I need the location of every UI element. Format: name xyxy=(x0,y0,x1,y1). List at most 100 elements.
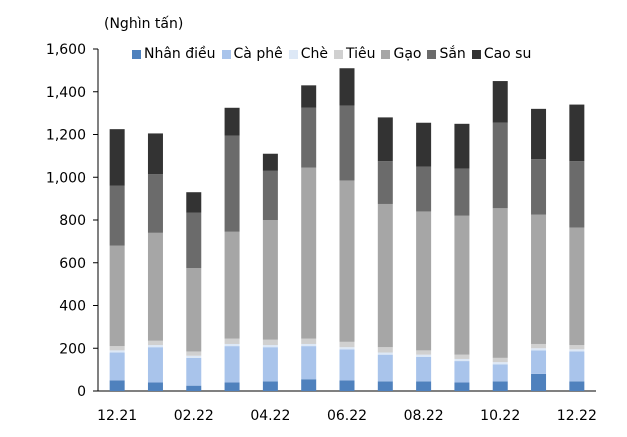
bar-segment xyxy=(569,104,585,162)
bar-segment xyxy=(492,357,508,363)
legend-swatch xyxy=(471,49,481,59)
legend-item: Chè xyxy=(288,46,328,62)
bar-segment xyxy=(147,232,163,341)
bar-segment xyxy=(147,347,163,383)
y-axis: 0 200 400 600 800 1,000 1,200 1,400 1,600 xyxy=(46,42,99,400)
y-tick-label: 1,400 xyxy=(46,85,86,101)
legend-item: Cao su xyxy=(471,46,531,62)
bar-segment xyxy=(416,350,432,355)
legend-item: Cà phê xyxy=(221,46,283,62)
bar-segment xyxy=(339,180,355,342)
bar-segment xyxy=(569,381,585,391)
y-tick-label: 1,200 xyxy=(46,128,86,144)
bar-segment xyxy=(186,268,202,352)
bar-segment xyxy=(339,68,355,106)
bar-segment xyxy=(492,362,508,365)
legend-swatch xyxy=(427,49,437,59)
bar-segment xyxy=(301,167,317,339)
bar-segment xyxy=(454,361,470,383)
bar-segment xyxy=(454,358,470,362)
bar-segment xyxy=(569,161,585,228)
bar-stack-12.22 xyxy=(569,104,585,391)
bar-stack-05.22 xyxy=(301,85,317,391)
bar-segment xyxy=(492,122,508,209)
bar-segment xyxy=(147,382,163,391)
bar-segment xyxy=(569,345,585,350)
bar-segment xyxy=(147,340,163,346)
bar-segment xyxy=(377,117,393,162)
bar-segment xyxy=(454,382,470,391)
bar-segment xyxy=(416,122,432,167)
x-tick-label: 06.22 xyxy=(327,408,367,424)
bar-segment xyxy=(531,348,547,351)
bar-stack-12.21 xyxy=(109,129,125,391)
legend-label: Cà phê xyxy=(233,46,283,62)
bar-segment xyxy=(454,215,470,355)
bar-segment xyxy=(262,153,278,171)
bar-segment xyxy=(186,192,202,213)
bar-segment xyxy=(531,159,547,215)
bar-segment xyxy=(109,352,125,381)
bar-segment xyxy=(377,347,393,353)
bar-segment xyxy=(224,135,240,232)
bar-segment xyxy=(569,227,585,346)
x-tick-label: 08.22 xyxy=(404,408,444,424)
bar-segment xyxy=(531,108,547,160)
bar-segment xyxy=(416,356,432,382)
bar-segment xyxy=(147,174,163,233)
bar-segment xyxy=(377,381,393,391)
bar-segment xyxy=(301,107,317,168)
bar-segment xyxy=(531,343,547,349)
bar-segment xyxy=(147,133,163,175)
legend-swatch xyxy=(333,49,343,59)
bar-segment xyxy=(377,354,393,382)
legend-label: Chè xyxy=(300,46,328,62)
bar-segment xyxy=(339,349,355,381)
bar-segment xyxy=(147,345,163,348)
legend: Nhân điều Cà phê Chè Tiêu Gạo Sắn Cao su xyxy=(132,46,537,62)
legend-item: Gạo xyxy=(381,46,421,62)
bar-segment xyxy=(109,380,125,391)
bar-stack-06.22 xyxy=(339,68,355,391)
legend-label: Sắn xyxy=(439,46,466,62)
y-tick-label: 200 xyxy=(59,341,86,357)
bar-segment xyxy=(301,346,317,380)
bar-segment xyxy=(262,381,278,391)
y-tick-label: 1,000 xyxy=(46,170,86,186)
bar-segment xyxy=(262,339,278,346)
bar-segment xyxy=(531,350,547,374)
y-tick-label: 0 xyxy=(77,384,86,400)
x-tick-label: 12.21 xyxy=(97,408,137,424)
bar-segment xyxy=(301,343,317,347)
unit-label: (Nghìn tấn) xyxy=(104,16,184,32)
bar-segment xyxy=(454,354,470,359)
y-tick-label: 1,600 xyxy=(46,42,86,58)
y-tick-label: 800 xyxy=(59,213,86,229)
bar-segment xyxy=(109,245,125,347)
bar-segment xyxy=(186,355,202,358)
bar-segment xyxy=(454,168,470,216)
bar-segment xyxy=(186,212,202,269)
bar-segment xyxy=(377,161,393,204)
x-tick-label: 02.22 xyxy=(174,408,214,424)
x-tick-label: 10.22 xyxy=(480,408,520,424)
bar-segment xyxy=(109,185,125,246)
bar-segment xyxy=(301,379,317,391)
x-tick-label: 12.22 xyxy=(557,408,597,424)
bar-stack-03.22 xyxy=(224,107,240,391)
bar-segment xyxy=(301,85,317,108)
bar-segment xyxy=(569,351,585,382)
bar-segment xyxy=(339,380,355,391)
bar-stack-01.22 xyxy=(147,133,163,391)
bar-segment xyxy=(224,338,240,344)
bar-segment xyxy=(301,338,317,344)
bar-stack-04.22 xyxy=(262,153,278,391)
bar-segment xyxy=(492,81,508,123)
bar-segment xyxy=(224,231,240,339)
legend-label: Gạo xyxy=(393,46,422,62)
legend-label: Tiêu xyxy=(345,46,376,62)
bar-segment xyxy=(416,166,432,212)
bar-segment xyxy=(109,350,125,353)
bar-stack-07.22 xyxy=(377,117,393,391)
